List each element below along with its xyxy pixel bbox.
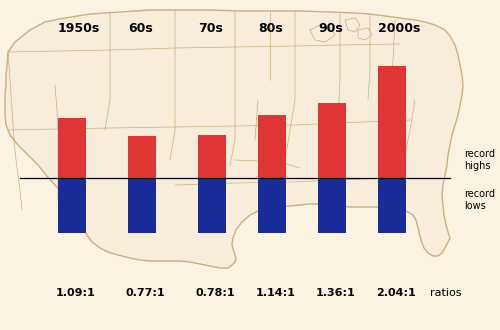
Text: record
lows: record lows [464,189,495,211]
Bar [198,135,226,178]
Text: 1950s: 1950s [58,22,100,35]
Text: 90s: 90s [318,22,343,35]
Text: 1.14:1: 1.14:1 [256,288,296,298]
Text: 0.77:1: 0.77:1 [126,288,166,298]
Bar [258,178,286,233]
Text: 0.78:1: 0.78:1 [196,288,235,298]
Bar [378,66,406,178]
Text: 1.09:1: 1.09:1 [56,288,96,298]
Text: 2000s: 2000s [378,22,420,35]
Text: ratios: ratios [430,288,462,298]
Bar [318,103,346,178]
Bar [128,178,156,233]
Bar [58,178,86,233]
Text: 70s: 70s [198,22,223,35]
Bar [318,178,346,233]
Polygon shape [5,10,463,268]
Bar [128,136,156,178]
Text: 60s: 60s [128,22,153,35]
Bar [198,178,226,233]
Bar [378,178,406,233]
Text: record
highs: record highs [464,149,495,171]
Text: 1.36:1: 1.36:1 [316,288,356,298]
Bar [258,115,286,178]
Text: 2.04:1: 2.04:1 [376,288,416,298]
Text: 80s: 80s [258,22,283,35]
Bar [58,118,86,178]
